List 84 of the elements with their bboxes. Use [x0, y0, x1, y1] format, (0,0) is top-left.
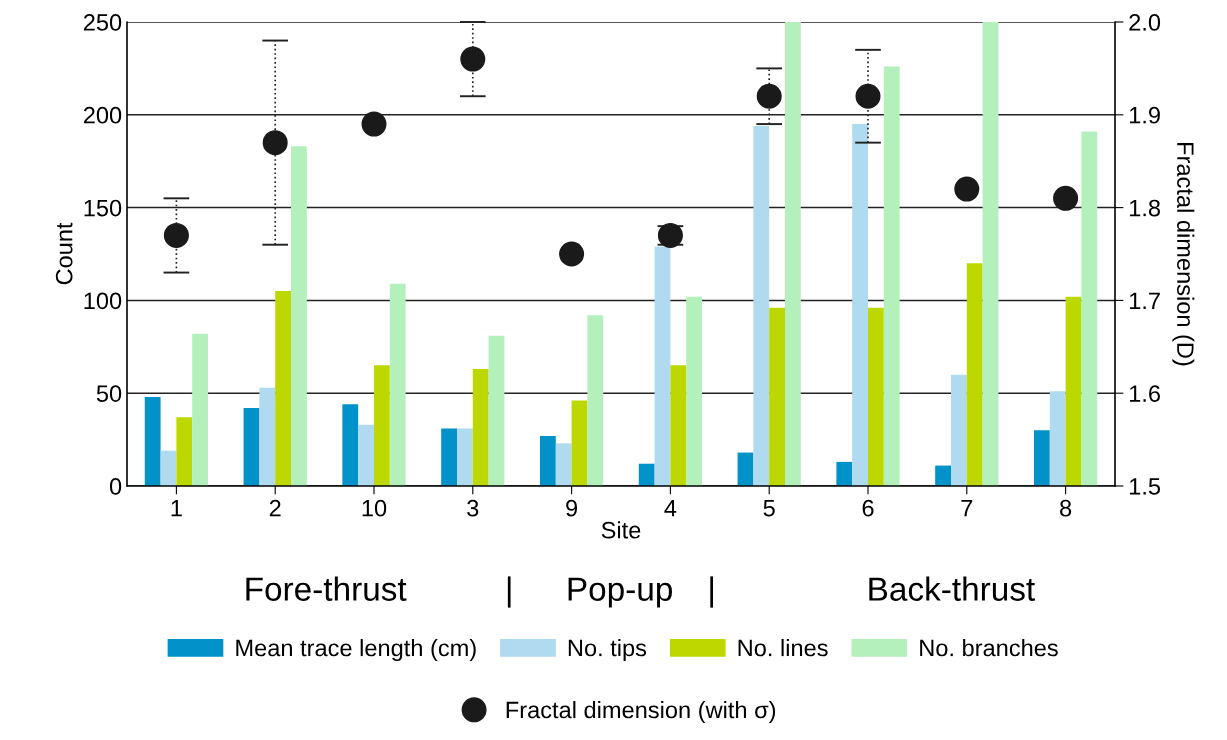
bar	[441, 428, 457, 486]
x-tick-label: 3	[467, 499, 479, 517]
bar	[243, 408, 260, 486]
bar	[836, 461, 853, 486]
y-tick-label: 100	[84, 292, 122, 310]
point	[954, 176, 980, 202]
y-tick-label: 150	[84, 199, 122, 217]
x-tick-label: 2	[269, 499, 281, 517]
bar	[160, 450, 177, 486]
bar	[1065, 296, 1082, 486]
y2-tick-label: 1.7	[1129, 292, 1160, 309]
text: |	[710, 576, 714, 608]
point	[460, 46, 486, 72]
bar	[638, 463, 655, 486]
bar	[275, 291, 292, 486]
bar	[472, 369, 489, 486]
bar	[769, 307, 786, 486]
bar	[389, 283, 406, 486]
bar	[966, 263, 983, 486]
bar	[456, 428, 473, 486]
x-axis-title: Site	[601, 521, 641, 539]
x-tick-label: 9	[566, 499, 578, 517]
x-tick-label: 4	[664, 500, 677, 517]
point	[756, 83, 782, 109]
bar	[1081, 131, 1098, 486]
bar	[883, 66, 900, 486]
y2-tick-label: 1.8	[1129, 199, 1160, 217]
point	[361, 111, 387, 137]
bar	[654, 246, 671, 486]
bar	[982, 22, 999, 486]
text: Back-thrust	[869, 576, 1035, 601]
bar	[1049, 391, 1066, 486]
bar	[488, 335, 505, 486]
text: Pop-up	[568, 577, 672, 608]
bar	[753, 125, 770, 486]
bar	[950, 374, 967, 486]
x-tick-label: 10	[362, 499, 387, 517]
bar	[358, 424, 374, 486]
bar	[192, 333, 209, 486]
point	[1053, 185, 1079, 211]
bar	[852, 124, 868, 486]
bar	[144, 396, 161, 486]
y-tick-label: 0	[109, 478, 122, 495]
bar	[374, 365, 390, 486]
y-tick-label: 250	[83, 14, 122, 31]
bar	[785, 22, 801, 486]
y-tick-label: 50	[96, 385, 122, 402]
y2-tick-label: 1.6	[1129, 385, 1160, 402]
text: Fore-thrust	[246, 576, 407, 601]
x-tick-label: 1	[171, 500, 182, 517]
bar	[868, 307, 884, 486]
x-tick-label: 8	[1060, 499, 1072, 517]
legend-label: Mean trace length (cm)	[236, 638, 476, 662]
y2-tick-label: 1.9	[1129, 106, 1160, 124]
x-tick-label: 6	[862, 499, 874, 517]
bar	[935, 465, 951, 486]
bar	[587, 315, 604, 486]
legend-label: No. branches	[920, 638, 1058, 657]
legend-label: No. tips	[568, 638, 647, 662]
y2-axis-title: Fractal dimension (D)	[1172, 143, 1195, 366]
bar	[737, 452, 754, 486]
bar	[539, 435, 556, 486]
y-axis-title: Count	[55, 222, 73, 285]
bar	[342, 404, 359, 486]
x-tick-label: 7	[961, 500, 973, 517]
bar	[571, 400, 588, 486]
y2-tick-label: 1.5	[1129, 478, 1161, 495]
legend-label: Fractal dimension (with σ)	[506, 700, 776, 723]
point	[855, 83, 881, 109]
text: |	[507, 576, 511, 608]
bar	[555, 443, 572, 486]
x-tick-label: 5	[763, 500, 775, 517]
bar	[176, 417, 193, 486]
point	[262, 130, 288, 156]
bar	[670, 365, 687, 486]
point	[163, 222, 189, 248]
y-tick-label: 200	[83, 106, 122, 124]
legend-label: No. lines	[738, 638, 828, 657]
bar	[1033, 430, 1050, 486]
bar	[259, 387, 276, 486]
bar	[686, 296, 703, 486]
y2-tick-label: 2.0	[1129, 14, 1161, 31]
point	[559, 241, 585, 267]
bar	[291, 146, 307, 486]
